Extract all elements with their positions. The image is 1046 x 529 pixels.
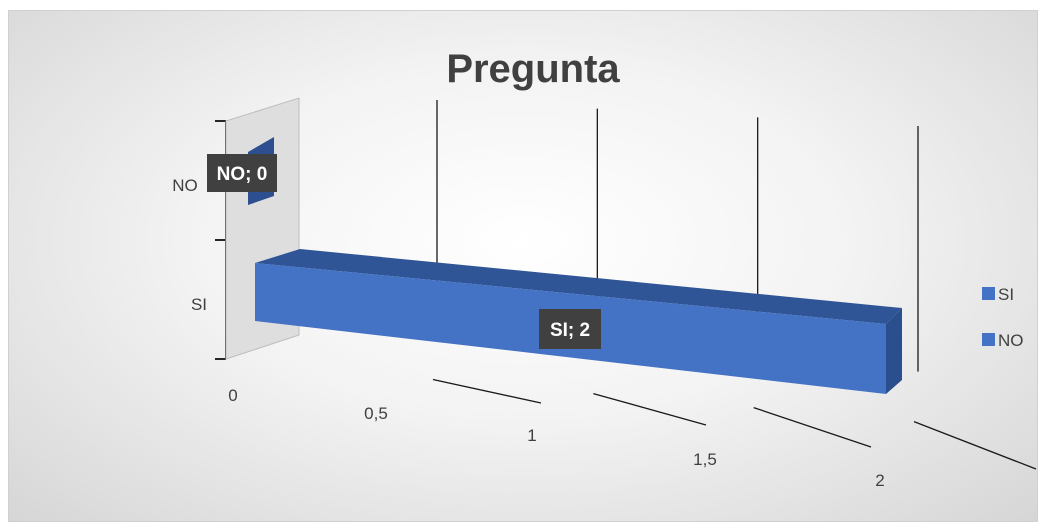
value-tick-label: 0,5 xyxy=(364,404,388,423)
floor-gridline xyxy=(754,408,871,447)
legend-swatch-si xyxy=(982,287,995,300)
floor-gridline xyxy=(914,422,1036,469)
data-label-no-text: NO; 0 xyxy=(217,164,268,185)
category-label-no: NO xyxy=(172,176,198,195)
legend-item-no: NO xyxy=(982,331,1024,350)
data-label-no: NO; 0 xyxy=(207,154,277,192)
legend-label-no: NO xyxy=(998,331,1024,350)
bars xyxy=(248,137,902,394)
legend: SI NO xyxy=(982,285,1024,350)
legend-item-si: SI xyxy=(982,285,1014,304)
legend-swatch-no xyxy=(982,333,995,346)
legend-label-si: SI xyxy=(998,285,1014,304)
value-axis: 0 0,5 1 1,5 2 xyxy=(228,386,884,490)
value-tick-label: 1 xyxy=(527,426,536,445)
data-label-si: SI; 2 xyxy=(539,309,601,349)
floor-gridline xyxy=(593,394,706,425)
value-tick-label: 1,5 xyxy=(693,450,717,469)
data-label-si-text: SI; 2 xyxy=(550,320,590,341)
floor-gridline xyxy=(433,380,541,403)
category-label-si: SI xyxy=(191,295,207,314)
value-tick-label: 0 xyxy=(228,386,237,405)
value-tick-label: 2 xyxy=(875,471,884,490)
chart-title: Pregunta xyxy=(446,47,620,91)
